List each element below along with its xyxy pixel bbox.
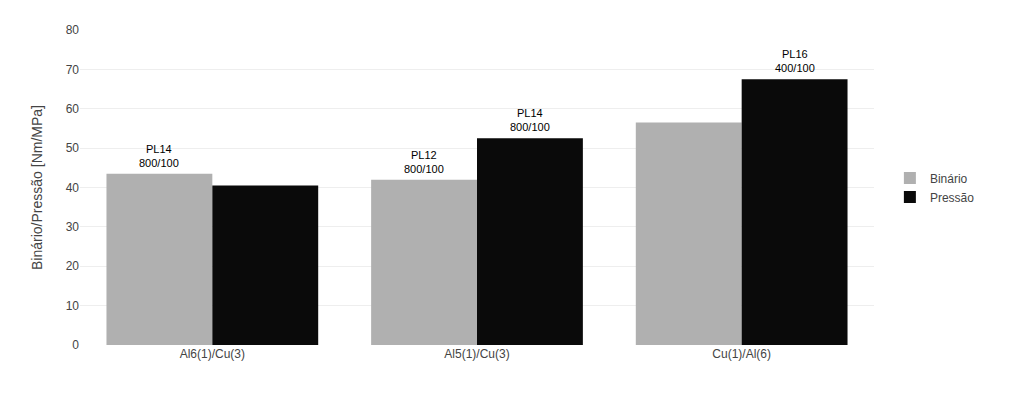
svg-text:Binário/Pressão [Nm/MPa]: Binário/Pressão [Nm/MPa] (29, 105, 45, 270)
svg-text:30: 30 (66, 220, 80, 234)
svg-text:60: 60 (66, 102, 80, 116)
svg-text:Binário: Binário (930, 172, 968, 186)
svg-text:Al5(1)/Cu(3): Al5(1)/Cu(3) (444, 347, 509, 361)
svg-text:PL14800/100: PL14800/100 (139, 143, 179, 169)
svg-text:70: 70 (66, 63, 80, 77)
svg-text:10: 10 (66, 299, 80, 313)
svg-text:80: 80 (66, 23, 80, 37)
svg-text:0: 0 (72, 338, 79, 352)
svg-text:PL14800/100: PL14800/100 (510, 107, 550, 133)
svg-text:Pressão: Pressão (930, 191, 974, 205)
svg-text:PL16400/100: PL16400/100 (775, 48, 815, 74)
svg-text:20: 20 (66, 259, 80, 273)
svg-text:PL12800/100: PL12800/100 (404, 149, 444, 175)
svg-text:Al6(1)/Cu(3): Al6(1)/Cu(3) (180, 347, 245, 361)
svg-text:50: 50 (66, 141, 80, 155)
svg-text:40: 40 (66, 181, 80, 195)
svg-text:Cu(1)/Al(6): Cu(1)/Al(6) (712, 347, 771, 361)
